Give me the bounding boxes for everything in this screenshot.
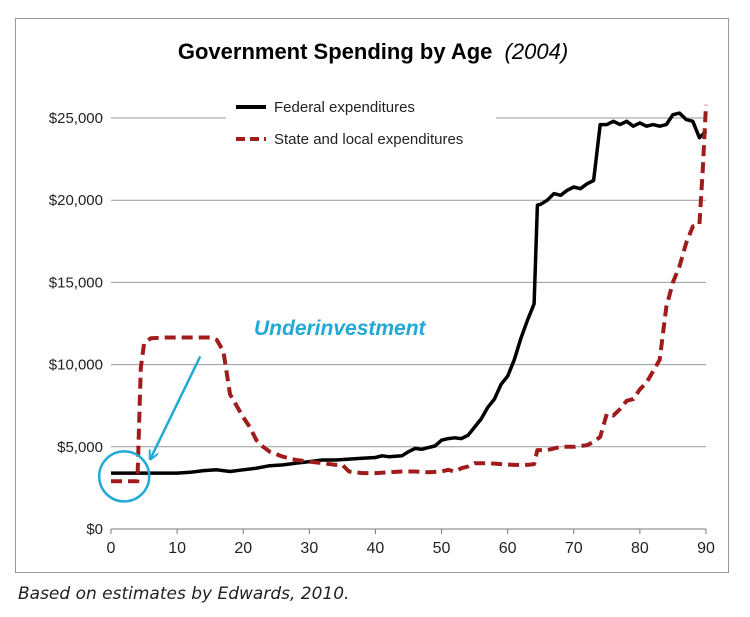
series-layer — [111, 104, 708, 484]
series-line-federal — [111, 111, 708, 475]
x-tick-label: 30 — [300, 540, 318, 557]
chart-title: Government Spending by Age — [178, 39, 493, 64]
grid-layer — [111, 117, 706, 448]
y-tick-label: $0 — [86, 521, 103, 538]
chart-svg: Government Spending by Age (2004) $0 $5,0… — [49, 39, 715, 557]
svg-text:Government Spending by Age: Government Spending by Age (2004) — [178, 39, 568, 64]
y-tick-label: $10,000 — [49, 357, 103, 374]
annotation-layer: Underinvestment — [97, 317, 427, 503]
x-tick-label: 80 — [631, 540, 649, 557]
x-tick-label: 50 — [433, 540, 451, 557]
legend-background — [226, 91, 496, 153]
x-tick-label: 0 — [107, 540, 116, 557]
x-tick-label: 90 — [697, 540, 715, 557]
chart-frame: Government Spending by Age (2004) $0 $5,0… — [15, 18, 729, 573]
legend-label-state-local: State and local expenditures — [274, 131, 463, 148]
y-tick-label: $25,000 — [49, 110, 103, 127]
chart-title-group: Government Spending by Age (2004) — [178, 39, 568, 64]
series-line-state-local — [111, 104, 708, 484]
x-tick-label: 60 — [499, 540, 517, 557]
y-tick-label: $15,000 — [49, 274, 103, 291]
footnote: Based on estimates by Edwards, 2010. — [18, 584, 350, 604]
x-tick-label: 40 — [367, 540, 385, 557]
x-tick-label: 70 — [565, 540, 583, 557]
axis-layer: $0 $5,000 $10,000 $15,000 $20,000 $25,000 0 10 2… — [49, 110, 715, 557]
chart-title-suffix: (2004) — [505, 39, 569, 64]
annotation-label-underinvestment: Underinvestment — [254, 317, 427, 340]
y-tick-label: $5,000 — [57, 439, 103, 456]
legend-label-federal: Federal expenditures — [274, 99, 415, 116]
annotation-arrow — [151, 355, 202, 458]
x-tick-label: 20 — [234, 540, 252, 557]
x-tick-label: 10 — [168, 540, 186, 557]
annotation-circle — [97, 450, 151, 503]
y-tick-label: $20,000 — [49, 192, 103, 209]
legend: Federal expenditures State and local expe… — [226, 91, 496, 153]
